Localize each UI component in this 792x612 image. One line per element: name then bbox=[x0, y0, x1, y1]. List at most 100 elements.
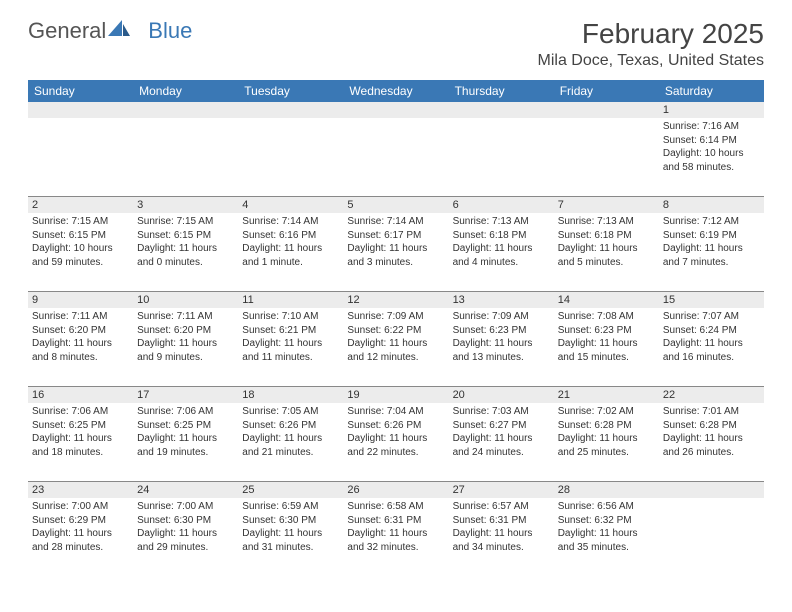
sunset-text: Sunset: 6:26 PM bbox=[242, 419, 339, 433]
daylight-text: Daylight: 11 hours and 29 minutes. bbox=[137, 527, 234, 554]
daynum-row: 2345678 bbox=[28, 196, 764, 213]
sunrise-text: Sunrise: 7:09 AM bbox=[347, 310, 444, 324]
day-cell: Sunrise: 7:05 AMSunset: 6:26 PMDaylight:… bbox=[238, 403, 343, 481]
day-number: 16 bbox=[28, 387, 133, 403]
daylight-text: Daylight: 11 hours and 8 minutes. bbox=[32, 337, 129, 364]
daylight-text: Daylight: 11 hours and 35 minutes. bbox=[558, 527, 655, 554]
sunset-text: Sunset: 6:25 PM bbox=[137, 419, 234, 433]
day-number: 28 bbox=[554, 482, 659, 498]
day-header: Tuesday bbox=[238, 80, 343, 102]
title-block: February 2025 Mila Doce, Texas, United S… bbox=[538, 18, 764, 70]
daynum-row: 232425262728 bbox=[28, 481, 764, 498]
day-cell bbox=[28, 118, 133, 196]
day-number: 4 bbox=[238, 197, 343, 213]
day-number: 14 bbox=[554, 292, 659, 308]
sunrise-text: Sunrise: 7:14 AM bbox=[242, 215, 339, 229]
sunset-text: Sunset: 6:26 PM bbox=[347, 419, 444, 433]
daylight-text: Daylight: 10 hours and 59 minutes. bbox=[32, 242, 129, 269]
sunrise-text: Sunrise: 7:15 AM bbox=[137, 215, 234, 229]
day-cell: Sunrise: 7:04 AMSunset: 6:26 PMDaylight:… bbox=[343, 403, 448, 481]
day-number bbox=[343, 102, 448, 118]
day-cell: Sunrise: 7:06 AMSunset: 6:25 PMDaylight:… bbox=[133, 403, 238, 481]
sunrise-text: Sunrise: 7:02 AM bbox=[558, 405, 655, 419]
day-number: 8 bbox=[659, 197, 764, 213]
daylight-text: Daylight: 11 hours and 7 minutes. bbox=[663, 242, 760, 269]
week-row: Sunrise: 7:16 AMSunset: 6:14 PMDaylight:… bbox=[28, 118, 764, 196]
daynum-row: 16171819202122 bbox=[28, 386, 764, 403]
day-cell: Sunrise: 7:11 AMSunset: 6:20 PMDaylight:… bbox=[133, 308, 238, 386]
sunrise-text: Sunrise: 7:06 AM bbox=[32, 405, 129, 419]
sunset-text: Sunset: 6:17 PM bbox=[347, 229, 444, 243]
sunset-text: Sunset: 6:28 PM bbox=[663, 419, 760, 433]
day-cell: Sunrise: 7:12 AMSunset: 6:19 PMDaylight:… bbox=[659, 213, 764, 291]
sunset-text: Sunset: 6:31 PM bbox=[347, 514, 444, 528]
daylight-text: Daylight: 11 hours and 5 minutes. bbox=[558, 242, 655, 269]
day-number bbox=[659, 482, 764, 498]
day-cell: Sunrise: 7:11 AMSunset: 6:20 PMDaylight:… bbox=[28, 308, 133, 386]
sunrise-text: Sunrise: 7:13 AM bbox=[558, 215, 655, 229]
daylight-text: Daylight: 11 hours and 3 minutes. bbox=[347, 242, 444, 269]
day-header: Monday bbox=[133, 80, 238, 102]
daylight-text: Daylight: 11 hours and 15 minutes. bbox=[558, 337, 655, 364]
logo-text-blue: Blue bbox=[148, 18, 192, 44]
sunset-text: Sunset: 6:20 PM bbox=[137, 324, 234, 338]
sunset-text: Sunset: 6:18 PM bbox=[453, 229, 550, 243]
day-cell bbox=[449, 118, 554, 196]
day-cell: Sunrise: 7:07 AMSunset: 6:24 PMDaylight:… bbox=[659, 308, 764, 386]
day-number: 27 bbox=[449, 482, 554, 498]
day-number: 24 bbox=[133, 482, 238, 498]
header: General Blue February 2025 Mila Doce, Te… bbox=[0, 0, 792, 74]
week-row: Sunrise: 7:06 AMSunset: 6:25 PMDaylight:… bbox=[28, 403, 764, 481]
sunset-text: Sunset: 6:29 PM bbox=[32, 514, 129, 528]
sunset-text: Sunset: 6:15 PM bbox=[137, 229, 234, 243]
day-cell: Sunrise: 7:15 AMSunset: 6:15 PMDaylight:… bbox=[28, 213, 133, 291]
logo: General Blue bbox=[28, 18, 192, 44]
day-header: Saturday bbox=[659, 80, 764, 102]
day-cell: Sunrise: 7:15 AMSunset: 6:15 PMDaylight:… bbox=[133, 213, 238, 291]
sunset-text: Sunset: 6:23 PM bbox=[558, 324, 655, 338]
day-number: 21 bbox=[554, 387, 659, 403]
day-cell bbox=[343, 118, 448, 196]
daylight-text: Daylight: 10 hours and 58 minutes. bbox=[663, 147, 760, 174]
daylight-text: Daylight: 11 hours and 24 minutes. bbox=[453, 432, 550, 459]
daylight-text: Daylight: 11 hours and 21 minutes. bbox=[242, 432, 339, 459]
day-cell: Sunrise: 7:00 AMSunset: 6:29 PMDaylight:… bbox=[28, 498, 133, 576]
sunset-text: Sunset: 6:20 PM bbox=[32, 324, 129, 338]
sunrise-text: Sunrise: 7:06 AM bbox=[137, 405, 234, 419]
day-number: 23 bbox=[28, 482, 133, 498]
day-cell: Sunrise: 7:06 AMSunset: 6:25 PMDaylight:… bbox=[28, 403, 133, 481]
day-number: 25 bbox=[238, 482, 343, 498]
location-text: Mila Doce, Texas, United States bbox=[538, 52, 764, 70]
day-number: 26 bbox=[343, 482, 448, 498]
day-number: 6 bbox=[449, 197, 554, 213]
sunset-text: Sunset: 6:28 PM bbox=[558, 419, 655, 433]
day-number: 11 bbox=[238, 292, 343, 308]
logo-text-general: General bbox=[28, 18, 106, 44]
sunrise-text: Sunrise: 6:58 AM bbox=[347, 500, 444, 514]
day-number: 3 bbox=[133, 197, 238, 213]
daylight-text: Daylight: 11 hours and 26 minutes. bbox=[663, 432, 760, 459]
sunset-text: Sunset: 6:16 PM bbox=[242, 229, 339, 243]
day-cell: Sunrise: 7:14 AMSunset: 6:16 PMDaylight:… bbox=[238, 213, 343, 291]
sunset-text: Sunset: 6:25 PM bbox=[32, 419, 129, 433]
day-number bbox=[449, 102, 554, 118]
day-header: Sunday bbox=[28, 80, 133, 102]
day-number: 15 bbox=[659, 292, 764, 308]
day-header: Friday bbox=[554, 80, 659, 102]
day-number: 5 bbox=[343, 197, 448, 213]
daylight-text: Daylight: 11 hours and 34 minutes. bbox=[453, 527, 550, 554]
day-number bbox=[238, 102, 343, 118]
day-number: 13 bbox=[449, 292, 554, 308]
week-row: Sunrise: 7:00 AMSunset: 6:29 PMDaylight:… bbox=[28, 498, 764, 576]
daylight-text: Daylight: 11 hours and 32 minutes. bbox=[347, 527, 444, 554]
day-cell: Sunrise: 7:13 AMSunset: 6:18 PMDaylight:… bbox=[554, 213, 659, 291]
day-cell: Sunrise: 7:16 AMSunset: 6:14 PMDaylight:… bbox=[659, 118, 764, 196]
sunset-text: Sunset: 6:22 PM bbox=[347, 324, 444, 338]
day-number: 17 bbox=[133, 387, 238, 403]
day-number: 1 bbox=[659, 102, 764, 118]
sunset-text: Sunset: 6:24 PM bbox=[663, 324, 760, 338]
daylight-text: Daylight: 11 hours and 25 minutes. bbox=[558, 432, 655, 459]
day-cell: Sunrise: 7:10 AMSunset: 6:21 PMDaylight:… bbox=[238, 308, 343, 386]
sunset-text: Sunset: 6:30 PM bbox=[137, 514, 234, 528]
daylight-text: Daylight: 11 hours and 0 minutes. bbox=[137, 242, 234, 269]
